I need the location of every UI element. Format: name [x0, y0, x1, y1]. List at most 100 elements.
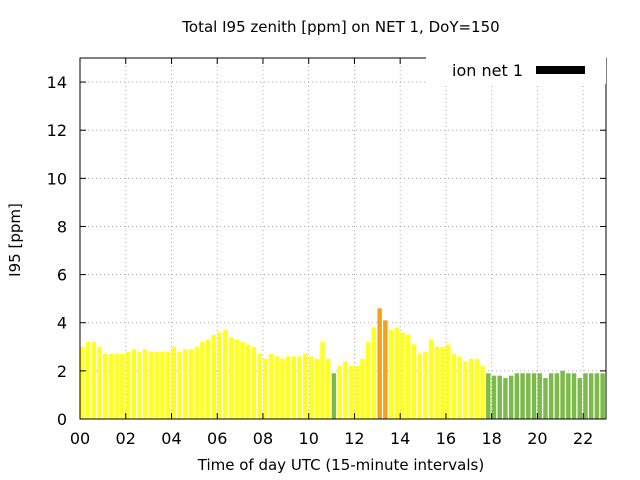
bar: [148, 351, 154, 419]
bar: [102, 354, 108, 419]
legend-label: ion net 1: [452, 61, 523, 80]
bar: [325, 358, 331, 419]
bar: [160, 351, 165, 419]
bar: [594, 373, 600, 419]
bar: [360, 358, 365, 419]
bar: [480, 366, 485, 419]
bar: [314, 358, 319, 419]
y-tick-label: 14: [47, 73, 67, 92]
bar: [560, 370, 565, 419]
bar: [411, 344, 417, 419]
bar: [440, 346, 445, 419]
bar: [531, 373, 537, 419]
bar: [497, 375, 502, 419]
bar: [526, 373, 531, 419]
bar: [428, 339, 434, 419]
bar: [600, 373, 605, 419]
bar: [566, 373, 571, 419]
bar: [457, 356, 462, 419]
bar: [143, 349, 148, 419]
bar: [423, 351, 428, 419]
bar: [291, 356, 297, 419]
x-tick-label: 10: [299, 429, 319, 448]
x-tick-label: 06: [207, 429, 227, 448]
bar: [308, 356, 314, 419]
x-tick-label: 12: [344, 429, 364, 448]
y-tick-label: 2: [57, 362, 67, 381]
bar: [165, 351, 171, 419]
bar: [194, 346, 199, 419]
bar: [154, 351, 159, 419]
bar: [188, 349, 194, 419]
x-axis-label: Time of day UTC (15-minute intervals): [197, 456, 484, 474]
bar: [583, 373, 588, 419]
bar-layer: [80, 308, 605, 419]
bar: [406, 334, 411, 419]
bar: [331, 373, 337, 419]
bar: [280, 358, 285, 419]
bar: [537, 373, 542, 419]
bar: [371, 327, 377, 419]
bar: [217, 332, 222, 419]
bar: [571, 373, 577, 419]
x-tick-label: 20: [527, 429, 547, 448]
bar: [486, 373, 491, 419]
bar: [383, 320, 388, 419]
bar: [577, 378, 582, 419]
bar: [205, 339, 211, 419]
bar: [137, 351, 142, 419]
bar: [337, 366, 342, 419]
bar: [285, 356, 291, 419]
bar: [108, 354, 114, 419]
bar: [394, 327, 400, 419]
bar: [348, 366, 354, 419]
x-tick-label: 08: [253, 429, 273, 448]
y-tick-label: 4: [57, 314, 67, 333]
bar: [297, 356, 302, 419]
bar: [240, 341, 245, 419]
x-tick-label: 00: [70, 429, 90, 448]
bar: [343, 361, 348, 419]
bar: [200, 341, 205, 419]
bar: [446, 344, 451, 419]
chart-title: Total I95 zenith [ppm] on NET 1, DoY=150: [181, 18, 499, 36]
bar: [434, 346, 440, 419]
plot-border: [79, 57, 607, 420]
x-tick-label: 22: [573, 429, 593, 448]
bar: [91, 341, 97, 419]
bar: [211, 334, 217, 419]
bar: [257, 354, 262, 419]
bar: [474, 358, 480, 419]
y-axis-label: I95 [ppm]: [6, 203, 24, 277]
bar: [463, 361, 468, 419]
bar: [171, 346, 177, 419]
grid-layer: [80, 58, 606, 419]
bar: [354, 366, 360, 419]
bar: [400, 332, 405, 419]
x-tick-label: 02: [116, 429, 136, 448]
bar: [365, 341, 371, 419]
bar: [451, 354, 457, 419]
y-tick-label: 12: [47, 121, 67, 140]
x-tick-label: 18: [481, 429, 501, 448]
bar: [251, 346, 257, 419]
bar: [268, 354, 274, 419]
x-tick-label: 16: [436, 429, 456, 448]
bar: [377, 308, 382, 419]
bar: [228, 337, 234, 419]
bar: [125, 351, 131, 419]
bar: [468, 358, 474, 419]
bar: [263, 358, 268, 419]
bar: [97, 346, 102, 419]
bar: [503, 378, 508, 419]
bar: [303, 354, 308, 419]
bar: [520, 373, 525, 419]
bar: [320, 341, 325, 419]
bar: [223, 329, 228, 419]
bar: [588, 373, 594, 419]
bar: [274, 356, 279, 419]
y-tick-label: 6: [57, 266, 67, 285]
